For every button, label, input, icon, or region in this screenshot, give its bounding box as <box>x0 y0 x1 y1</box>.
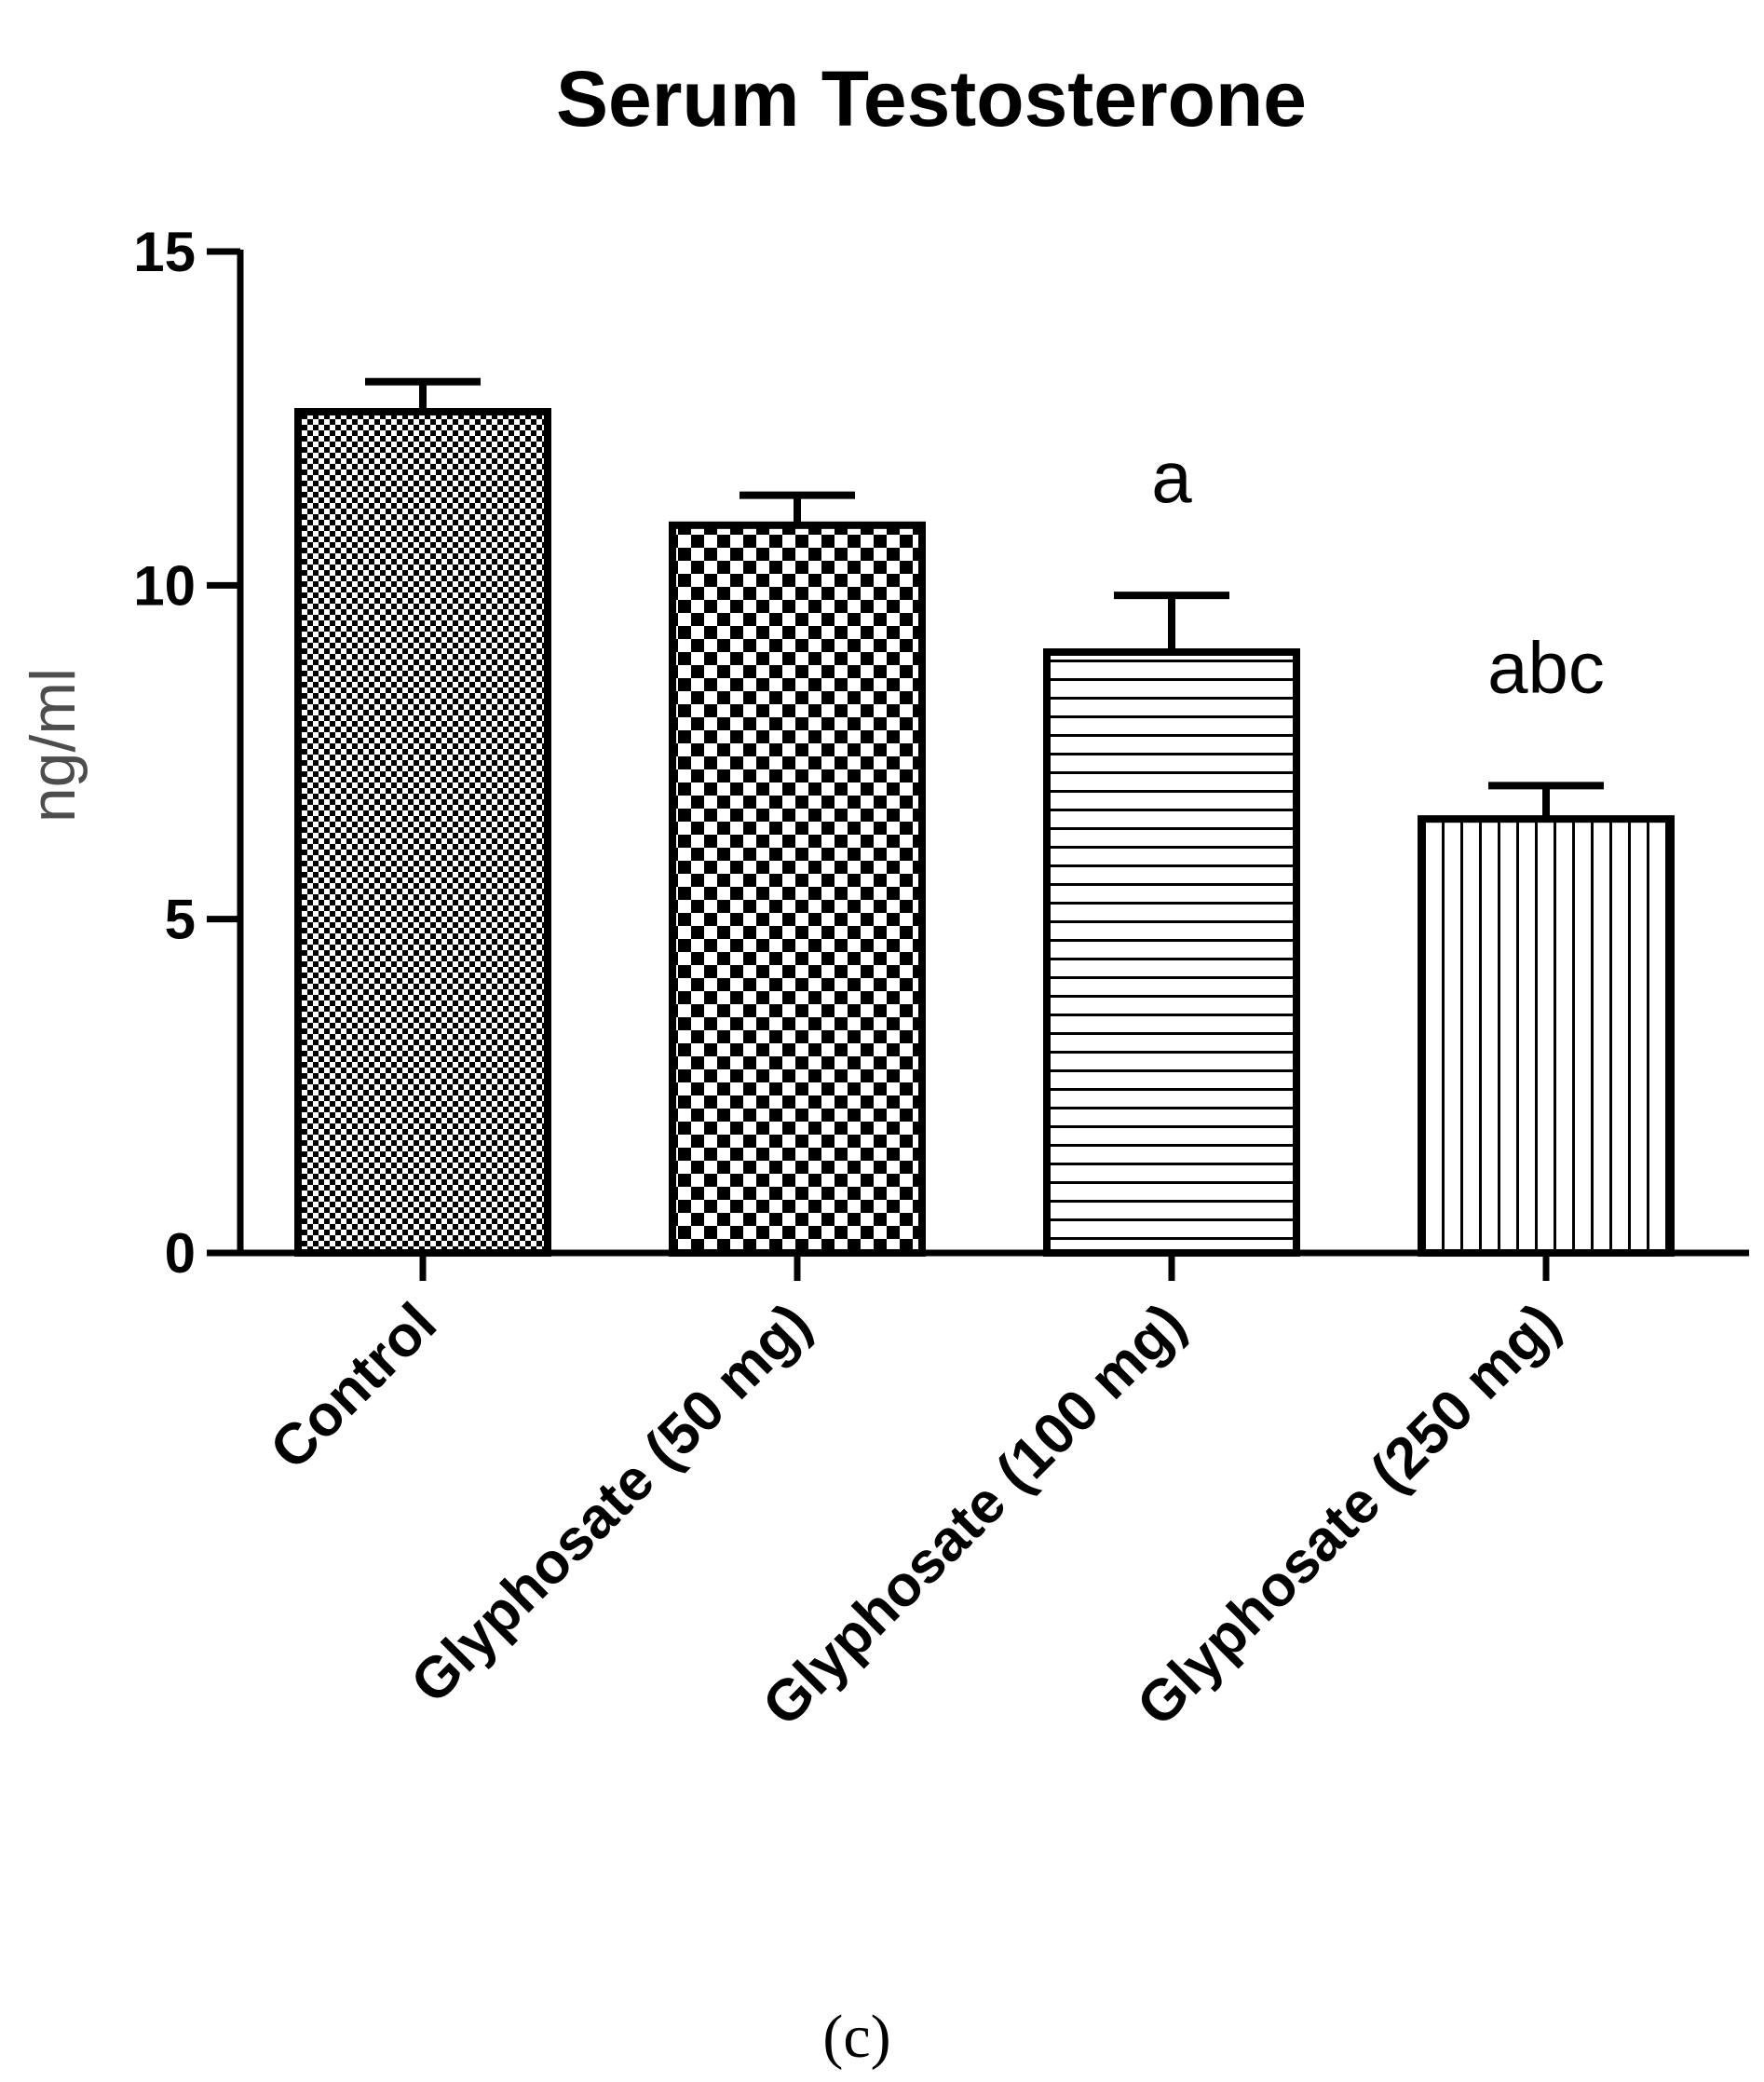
bar-4 <box>1418 815 1675 1258</box>
bar-2 <box>669 521 926 1257</box>
x-tick-label: Glyphosate (250 mg) <box>1125 1291 1572 1738</box>
chart-title: Serum Testosterone <box>556 55 1307 143</box>
y-axis-label: ng/ml <box>18 668 88 823</box>
panel-label: (c) <box>822 2003 890 2071</box>
y-axis: 0 5 10 15 <box>133 221 244 1285</box>
bar-1 <box>294 408 551 1257</box>
y-tick-label: 5 <box>165 889 196 951</box>
y-tick-label: 10 <box>133 554 196 617</box>
bars: a abc <box>294 377 1675 1258</box>
bar-3 <box>1043 648 1300 1257</box>
x-tick-label: Glyphosate (50 mg) <box>399 1291 823 1716</box>
x-tick-label: Glyphosate (100 mg) <box>751 1291 1198 1738</box>
significance-label: abc <box>1487 626 1605 708</box>
y-tick-label: 15 <box>133 221 196 283</box>
x-tick-label: Control <box>258 1291 449 1482</box>
y-tick-label: 0 <box>165 1222 196 1285</box>
significance-label: a <box>1151 436 1192 518</box>
